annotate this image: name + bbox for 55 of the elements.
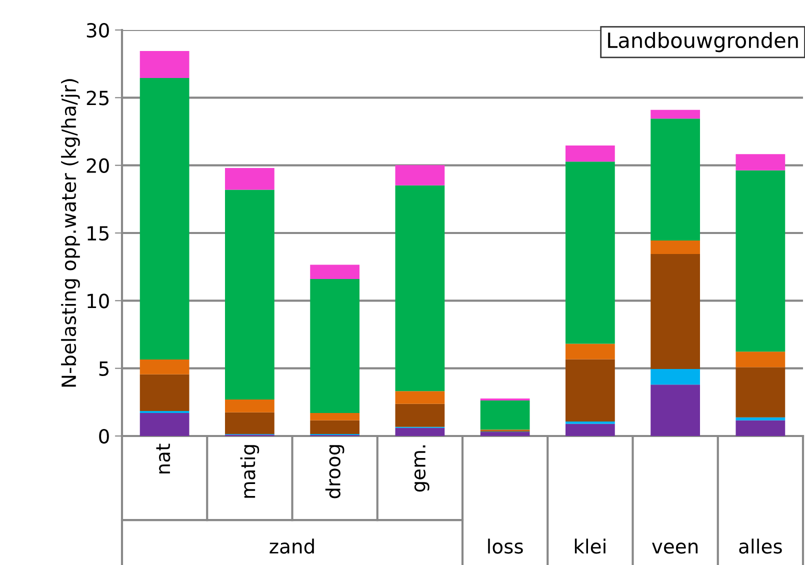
y-tick-label: 30: [86, 22, 109, 38]
y-tick-label: 5: [99, 362, 108, 376]
y-tick-label: 15: [88, 226, 108, 241]
bar: [140, 374, 190, 411]
y-tick-label: 0: [99, 428, 109, 444]
y-axis-title: N-belasting opp.water (kg/ha/jr): [61, 79, 80, 387]
bar: [140, 78, 190, 360]
bar: [310, 420, 360, 434]
bar: [650, 384, 700, 436]
bar: [736, 367, 786, 418]
bar: [650, 369, 700, 385]
x-tick-label: droog: [325, 445, 344, 498]
bar: [140, 50, 190, 78]
bar: [395, 185, 445, 392]
bar: [310, 279, 360, 413]
x-tick-label: matig: [240, 445, 260, 498]
bar: [140, 412, 190, 436]
bar: [650, 118, 700, 240]
bar: [650, 110, 700, 119]
x-tick-label: gem.: [414, 445, 430, 492]
x-tick-label: klei: [574, 538, 606, 554]
bar: [395, 428, 445, 436]
bar: [140, 360, 190, 374]
bar: [566, 162, 615, 344]
bar: [395, 165, 445, 186]
bar: [225, 399, 274, 412]
bar: [480, 432, 530, 436]
bar: [310, 412, 360, 420]
bar: [736, 420, 786, 436]
bar: [225, 412, 274, 434]
x-tick-label: nat: [156, 444, 170, 474]
bar: [310, 264, 360, 280]
bar: [566, 424, 615, 436]
bar: [736, 352, 786, 368]
bar: [650, 240, 700, 254]
bar: [736, 154, 786, 170]
x-tick-label: veen: [652, 542, 698, 554]
y-tick-label: 25: [86, 90, 108, 106]
bar: [736, 417, 786, 420]
text: zand: [270, 538, 314, 554]
bar: [566, 344, 615, 360]
y-tick-label: 10: [88, 294, 109, 308]
bar: [650, 254, 700, 370]
bar: [566, 145, 615, 162]
bar: [736, 170, 786, 352]
bar: [566, 359, 615, 422]
x-tick-label: alles: [739, 538, 782, 554]
bar: [395, 391, 445, 404]
bar: [480, 400, 530, 430]
bar: [225, 168, 274, 190]
bar: [225, 190, 274, 400]
bar: [395, 404, 445, 427]
chart-title: Landbouwgronden: [608, 32, 798, 52]
x-tick-label: loss: [488, 538, 523, 554]
y-tick-label: 20: [86, 158, 109, 173]
